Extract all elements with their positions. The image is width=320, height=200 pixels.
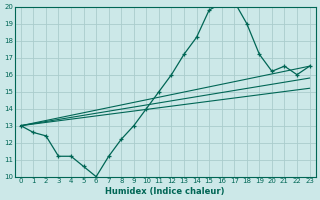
X-axis label: Humidex (Indice chaleur): Humidex (Indice chaleur) bbox=[106, 187, 225, 196]
